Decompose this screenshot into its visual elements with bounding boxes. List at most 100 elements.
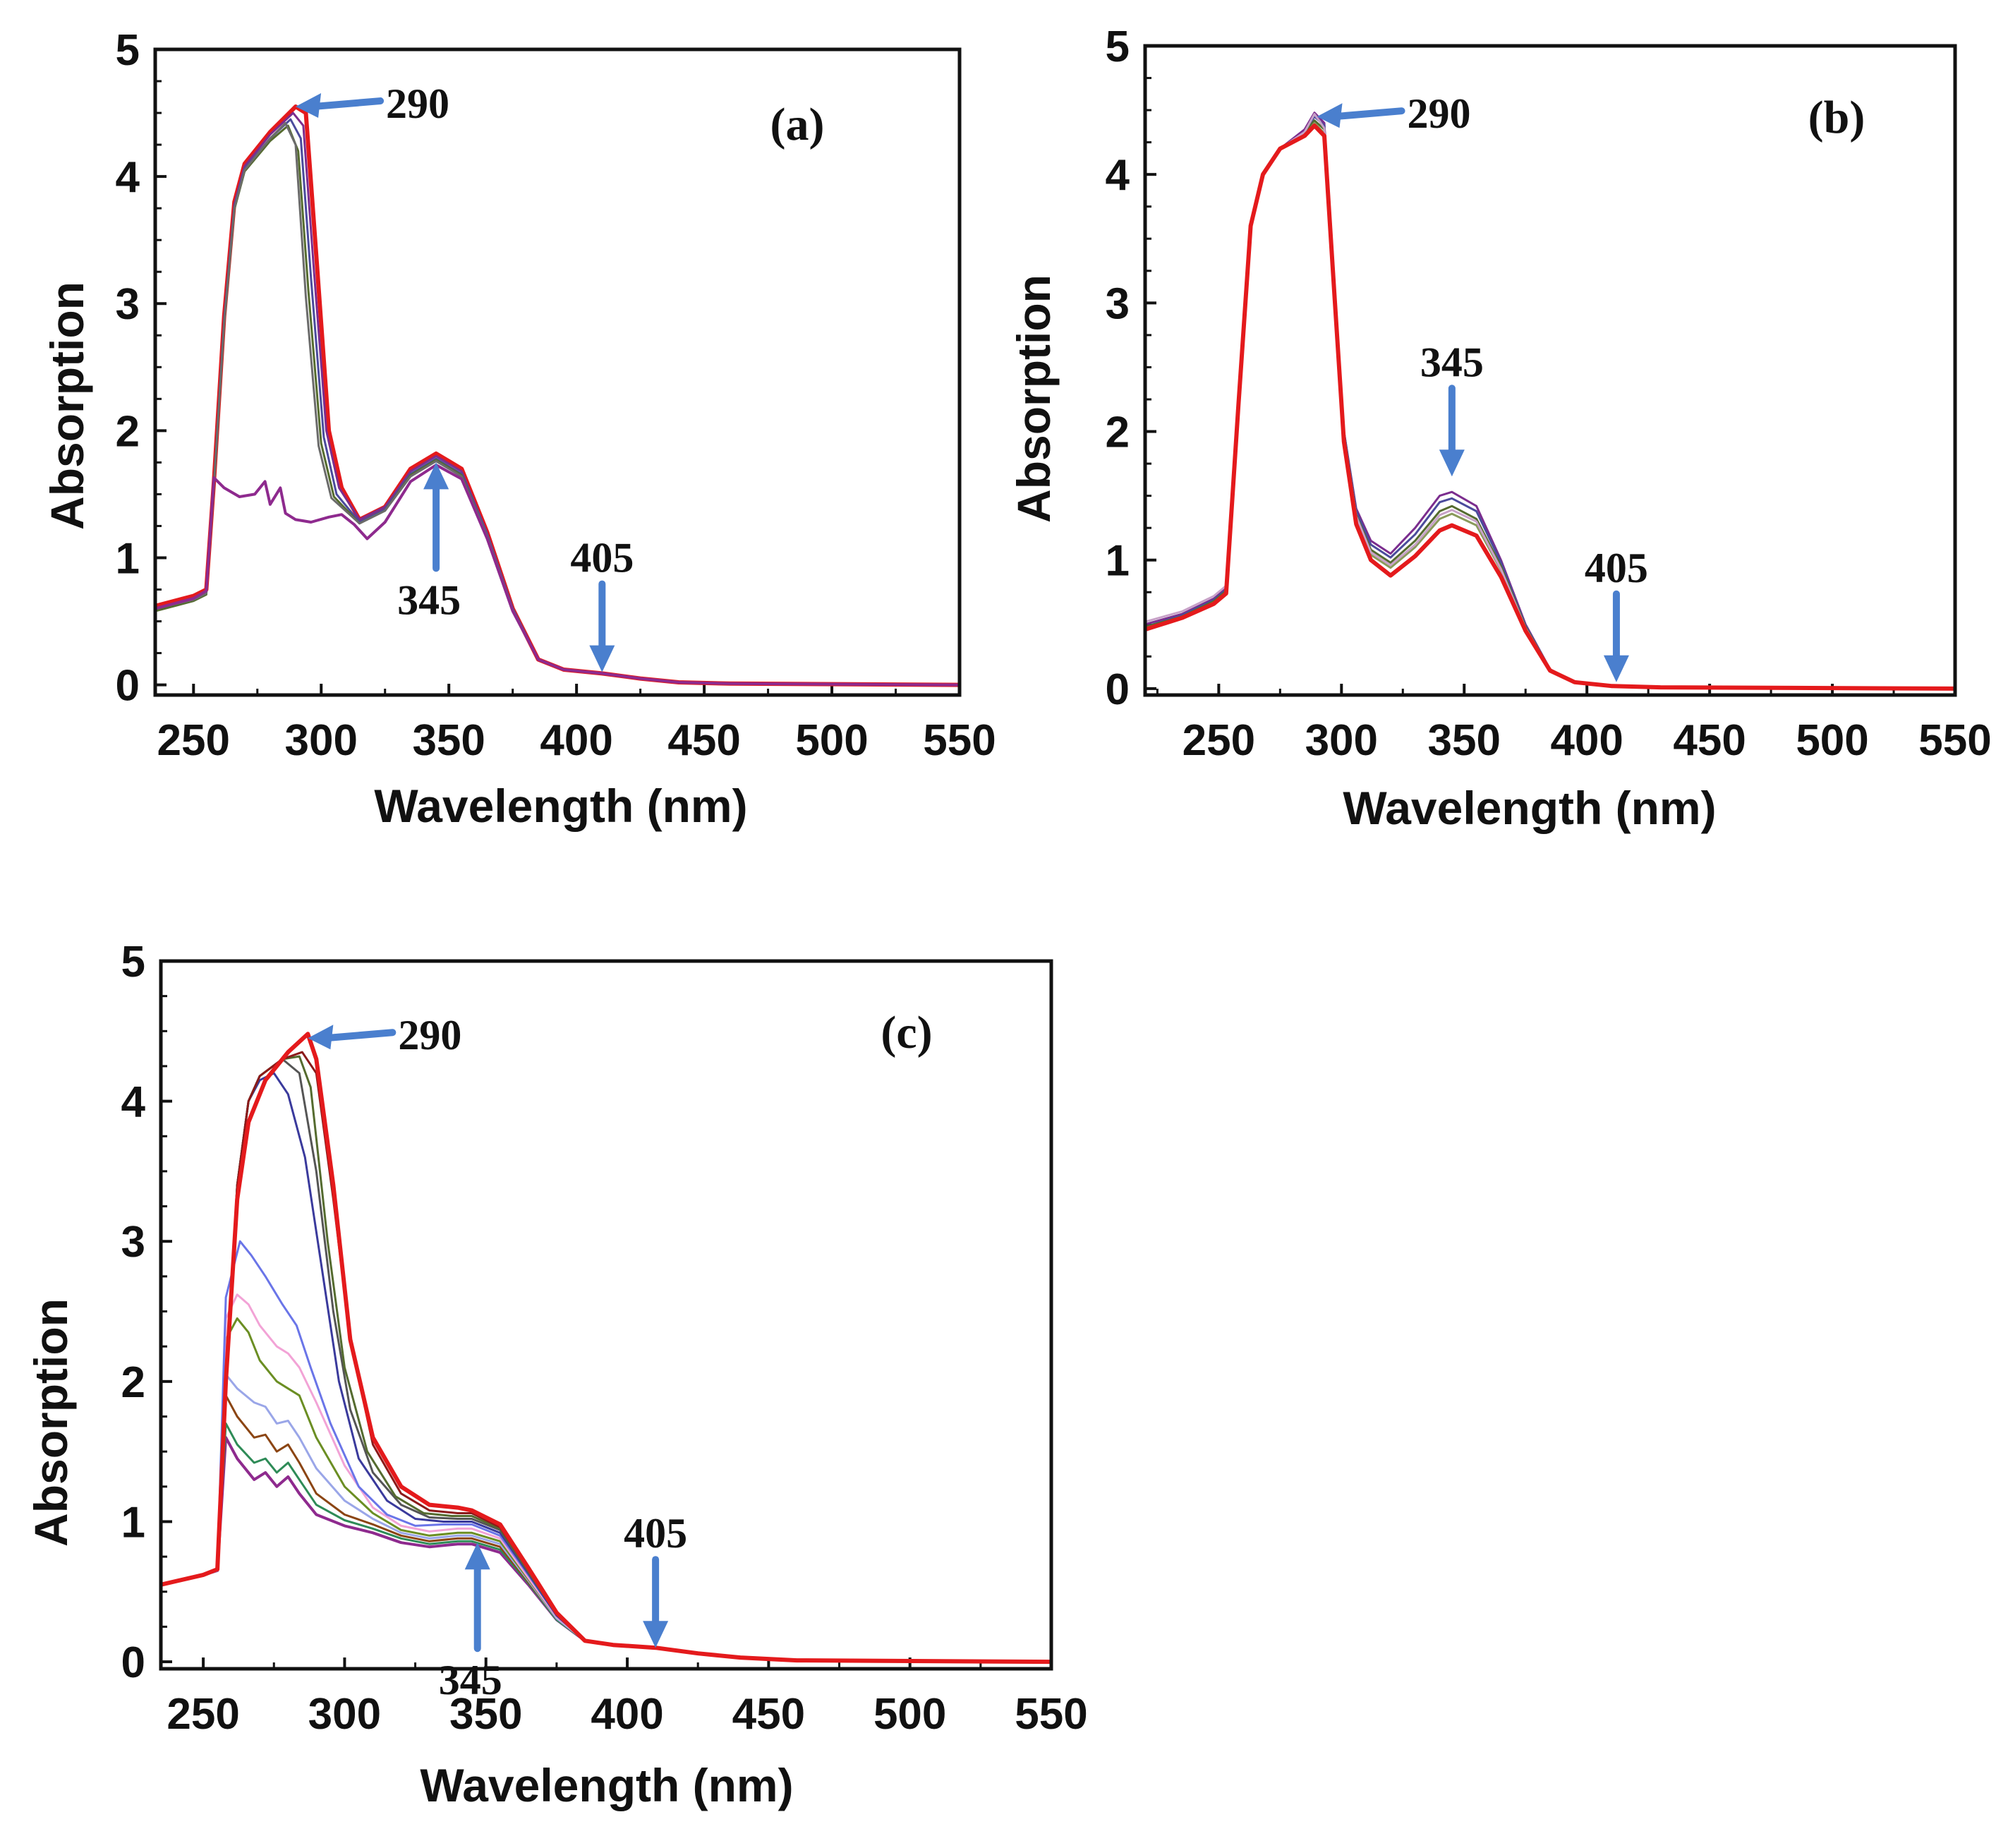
x-tick-label: 300 bbox=[308, 1690, 381, 1739]
y-axis-title-b: Absorption bbox=[1008, 274, 1060, 523]
y-tick-label: 4 bbox=[116, 153, 140, 202]
arrow-shaft bbox=[322, 1029, 397, 1042]
y-tick-label: 5 bbox=[121, 938, 145, 986]
y-tick-label: 4 bbox=[1106, 151, 1130, 200]
panel-label-a: (a) bbox=[770, 99, 825, 150]
annotation-label-405: 405 bbox=[1585, 545, 1648, 591]
panel-label-c: (c) bbox=[881, 1007, 932, 1058]
series-line-spectrum-1 bbox=[155, 104, 960, 687]
annotation-arrow-290: 290 bbox=[296, 80, 449, 127]
x-tick-label: 550 bbox=[1015, 1690, 1087, 1739]
y-tick-label: 0 bbox=[116, 662, 140, 711]
series-line-spectrum-4 bbox=[155, 124, 960, 687]
y-tick-label: 0 bbox=[121, 1638, 145, 1687]
annotation-label-290: 290 bbox=[386, 80, 449, 127]
x-tick-label: 400 bbox=[540, 716, 612, 765]
series-line-spectrum-4 bbox=[161, 1373, 1051, 1663]
annotation-arrow-405: 405 bbox=[1585, 545, 1648, 682]
annotation-arrow-290: 290 bbox=[308, 1012, 461, 1058]
y-tick-label: 5 bbox=[1106, 23, 1130, 71]
annotation-label-290: 290 bbox=[1408, 90, 1471, 137]
annotation-label-345: 345 bbox=[1420, 339, 1484, 385]
x-axis-title-c: Wavelength (nm) bbox=[420, 1759, 793, 1811]
x-tick-label: 450 bbox=[1673, 716, 1746, 765]
x-tick-label: 350 bbox=[412, 716, 485, 765]
series-line-spectrum-10 bbox=[161, 1055, 1051, 1663]
arrow-head bbox=[308, 1025, 334, 1050]
annotations-b: 290 345 405 bbox=[1317, 90, 1648, 682]
arrow-head bbox=[1603, 655, 1629, 682]
x-tick-label: 350 bbox=[449, 1690, 522, 1739]
x-tick-label: 250 bbox=[167, 1690, 239, 1739]
y-axis-title-a: Absorption bbox=[41, 282, 93, 530]
annotation-arrow-345: 345 bbox=[439, 1542, 502, 1703]
annotation-label-405: 405 bbox=[570, 535, 634, 581]
y-tick-label: 5 bbox=[116, 26, 140, 75]
series-line-spectrum-6 bbox=[161, 1293, 1051, 1663]
y-tick-label: 3 bbox=[1106, 279, 1130, 328]
x-tick-label: 450 bbox=[732, 1690, 805, 1739]
series-line-spectrum-2 bbox=[155, 111, 960, 687]
arrow-head bbox=[1317, 103, 1343, 128]
x-tick-label: 550 bbox=[923, 716, 996, 765]
arrow-head bbox=[589, 645, 615, 672]
arrow-head bbox=[643, 1621, 669, 1648]
y-tick-label: 0 bbox=[1106, 665, 1130, 714]
series-line-spectrum-1 bbox=[1145, 111, 1955, 690]
y-tick-label: 3 bbox=[116, 280, 140, 329]
series-line-spectrum-5 bbox=[155, 122, 960, 687]
x-tick-label: 500 bbox=[873, 1690, 946, 1739]
annotation-label-290: 290 bbox=[398, 1012, 461, 1058]
annotation-label-345: 345 bbox=[439, 1657, 502, 1703]
arrow-shaft bbox=[1331, 107, 1405, 121]
x-tick-label: 550 bbox=[1918, 716, 1991, 765]
arrow-head bbox=[423, 462, 449, 490]
annotation-arrow-345: 345 bbox=[397, 462, 461, 623]
x-tick-label: 300 bbox=[285, 716, 358, 765]
y-tick-label: 1 bbox=[116, 534, 140, 583]
arrow-head bbox=[1439, 449, 1465, 477]
arrow-head bbox=[296, 93, 322, 119]
series-line-spectrum-7 bbox=[161, 1240, 1051, 1663]
y-tick-label: 2 bbox=[1106, 409, 1130, 457]
annotation-arrow-405: 405 bbox=[624, 1510, 687, 1648]
series-line-spectrum-3 bbox=[161, 1394, 1051, 1663]
x-tick-label: 350 bbox=[1428, 716, 1501, 765]
arrow-shaft bbox=[310, 97, 385, 111]
annotations-c: 290 345 405 bbox=[308, 1012, 687, 1703]
panel-label-b: (b) bbox=[1808, 92, 1865, 143]
series-line-spectrum-3 bbox=[1145, 119, 1955, 690]
x-tick-label: 250 bbox=[157, 716, 230, 765]
arrow-head bbox=[464, 1542, 490, 1570]
series-line-spectrum-5 bbox=[1145, 113, 1955, 690]
y-tick-label: 4 bbox=[121, 1078, 146, 1127]
y-tick-label: 3 bbox=[121, 1218, 145, 1267]
series-line-spectrum-3 bbox=[155, 118, 960, 687]
series-line-spectrum-6 bbox=[1145, 123, 1955, 691]
series-group-c bbox=[161, 1032, 1051, 1665]
annotations-a: 290 345 405 bbox=[296, 80, 634, 672]
annotation-label-405: 405 bbox=[624, 1510, 687, 1557]
series-line-spectrum-2 bbox=[1145, 115, 1955, 690]
x-tick-label: 500 bbox=[1796, 716, 1868, 765]
x-tick-label: 450 bbox=[667, 716, 740, 765]
plot-frame bbox=[159, 959, 1053, 1671]
annotation-label-345: 345 bbox=[397, 576, 461, 623]
series-line-spectrum-12 bbox=[161, 1032, 1051, 1665]
annotation-arrow-290: 290 bbox=[1317, 90, 1471, 137]
x-tick-label: 250 bbox=[1183, 716, 1255, 765]
y-tick-label: 2 bbox=[121, 1358, 145, 1407]
x-tick-label: 500 bbox=[795, 716, 868, 765]
series-line-spectrum-4 bbox=[1145, 121, 1955, 690]
annotation-arrow-345: 345 bbox=[1420, 339, 1484, 477]
series-line-spectrum-8 bbox=[161, 1072, 1051, 1663]
annotation-arrow-405: 405 bbox=[570, 535, 634, 672]
series-group-b bbox=[1145, 111, 1955, 691]
